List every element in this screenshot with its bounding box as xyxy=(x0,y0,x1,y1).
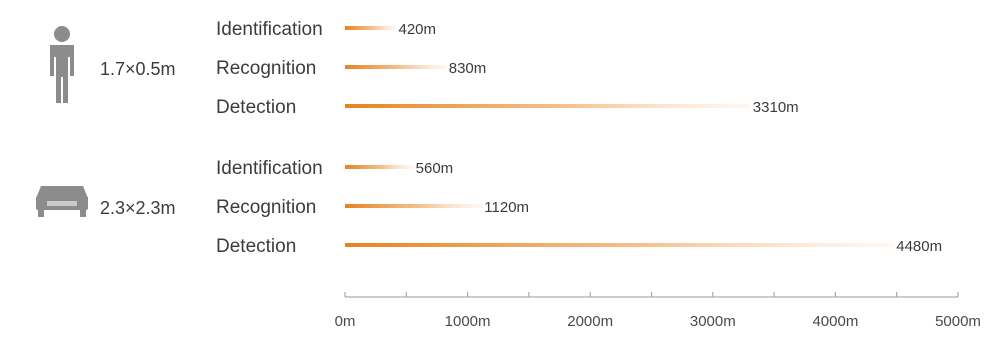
bars-layer: Identification 420m Recognition 830m Detecti… xyxy=(216,19,942,257)
row-label-identification: Identification xyxy=(216,158,323,179)
value-label: 3310m xyxy=(753,99,799,116)
bar-detection xyxy=(345,104,751,108)
bar-detection xyxy=(345,243,895,247)
value-label: 4480m xyxy=(896,238,942,255)
x-tick-label: 5000m xyxy=(935,313,981,330)
x-tick-label: 3000m xyxy=(690,313,736,330)
x-axis: 0m 1000m 2000m 3000m 4000m 5000m xyxy=(335,292,981,330)
row-label-detection: Detection xyxy=(216,236,296,257)
bar-identification xyxy=(345,165,414,169)
x-tick-label: 2000m xyxy=(567,313,613,330)
value-label: 560m xyxy=(416,160,454,177)
row-label-recognition: Recognition xyxy=(216,58,316,79)
row-label-identification: Identification xyxy=(216,19,323,40)
x-tick-label: 0m xyxy=(335,313,356,330)
bar-recognition xyxy=(345,204,483,208)
person-icon xyxy=(50,26,74,103)
bar-recognition xyxy=(345,65,447,69)
x-tick-label: 1000m xyxy=(445,313,491,330)
row-label-detection: Detection xyxy=(216,97,296,118)
car-icon xyxy=(36,186,88,217)
value-label: 420m xyxy=(398,21,436,38)
target-size-person: 1.7×0.5m xyxy=(100,59,176,79)
value-label: 830m xyxy=(449,60,487,77)
value-label: 1120m xyxy=(484,199,529,216)
row-label-recognition: Recognition xyxy=(216,197,316,218)
x-tick-label: 4000m xyxy=(812,313,858,330)
bar-identification xyxy=(345,26,397,30)
target-size-car: 2.3×2.3m xyxy=(100,198,176,218)
